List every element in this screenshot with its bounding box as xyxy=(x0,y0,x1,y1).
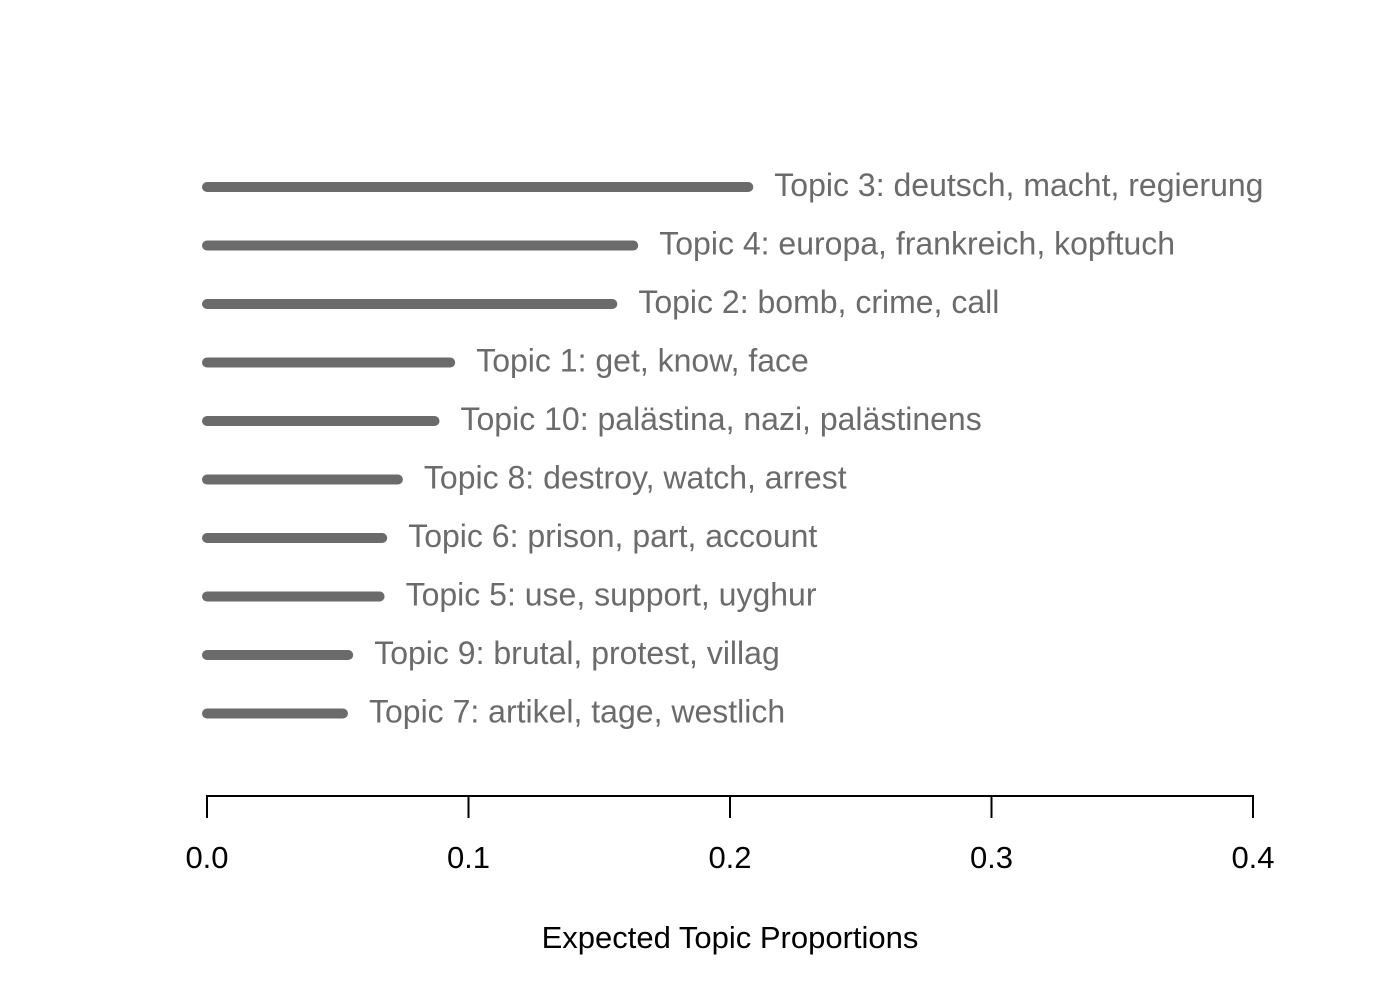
x-axis: 0.0 0.1 0.2 0.3 0.4 xyxy=(185,795,1275,875)
bar-label: Topic 10: palästina, nazi, palästinens xyxy=(461,401,982,437)
x-tick-label: 0.3 xyxy=(970,840,1013,875)
x-tick-label: 0.4 xyxy=(1231,840,1274,875)
x-axis-title: Expected Topic Proportions xyxy=(542,920,919,955)
x-tick-label: 0.2 xyxy=(708,840,751,875)
bars-group: Topic 3: deutsch, macht, regierung Topic … xyxy=(202,167,1263,730)
bar-label: Topic 1: get, know, face xyxy=(476,343,809,379)
x-tick-label: 0.0 xyxy=(185,840,228,875)
bar-label: Topic 8: destroy, watch, arrest xyxy=(424,460,847,496)
bar-label: Topic 5: use, support, uyghur xyxy=(406,577,817,613)
x-tick-label: 0.1 xyxy=(447,840,490,875)
bar-label: Topic 3: deutsch, macht, regierung xyxy=(774,167,1263,203)
bar-label: Topic 2: bomb, crime, call xyxy=(638,284,999,320)
bar-label: Topic 4: europa, frankreich, kopftuch xyxy=(659,226,1175,262)
bar-label: Topic 9: brutal, protest, villag xyxy=(374,635,780,671)
bar-label: Topic 7: artikel, tage, westlich xyxy=(369,694,785,730)
bar-label: Topic 6: prison, part, account xyxy=(408,518,817,554)
x-axis-ticks: 0.0 0.1 0.2 0.3 0.4 xyxy=(185,795,1275,875)
